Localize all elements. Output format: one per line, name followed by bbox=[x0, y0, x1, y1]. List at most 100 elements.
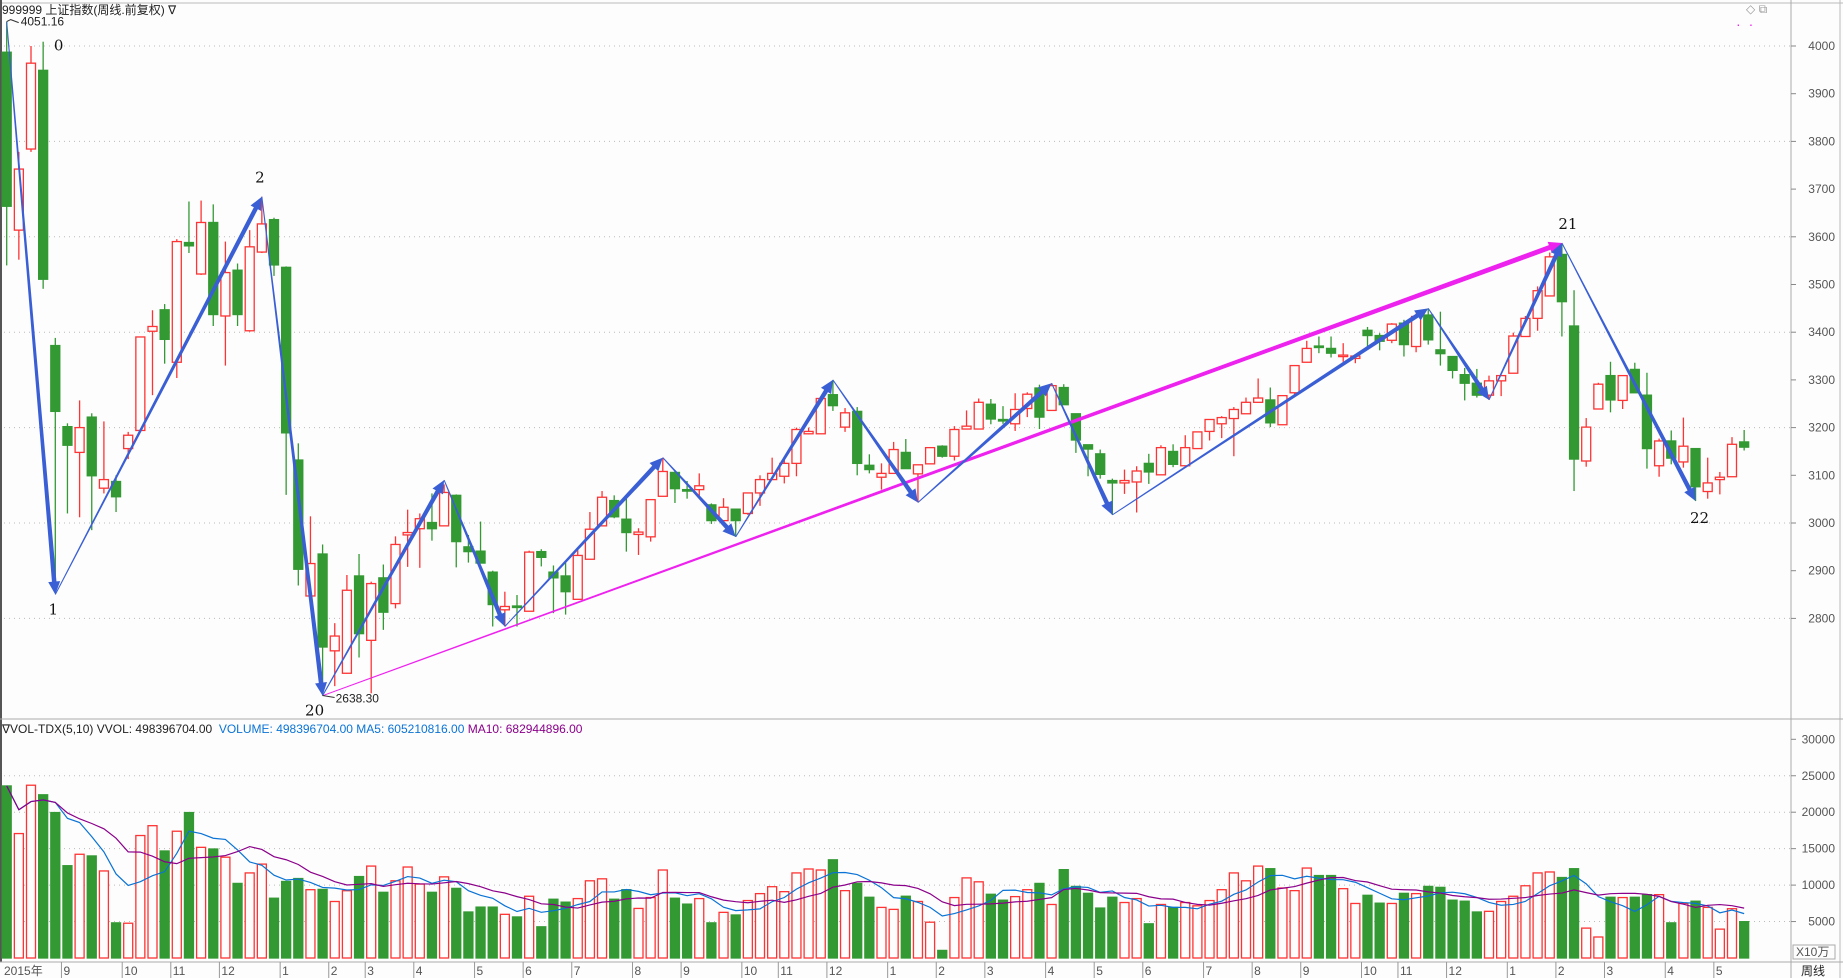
volume-bar-up bbox=[973, 881, 984, 959]
candle-up bbox=[779, 462, 790, 477]
volume-bar-down bbox=[852, 882, 863, 959]
volume-bar-up bbox=[25, 784, 37, 959]
candle-down bbox=[560, 575, 571, 593]
ma5-line bbox=[6, 785, 1745, 917]
candle-up bbox=[135, 336, 146, 432]
volume-bar-up bbox=[1714, 928, 1725, 959]
pivot-label-21: 21 bbox=[1558, 215, 1577, 233]
volume-bar-up bbox=[912, 900, 924, 959]
vvol-value: VVOL: 498396704.00 bbox=[96, 722, 213, 736]
pivot-label-0: 0 bbox=[54, 37, 64, 55]
candle-up bbox=[438, 491, 450, 527]
volume-bar-up bbox=[1046, 903, 1057, 959]
candle-up bbox=[1131, 470, 1142, 483]
volume-indicator-name[interactable]: ∇VOL-TDX(5,10) bbox=[2, 722, 94, 736]
candle-up bbox=[1216, 416, 1227, 425]
candle-up bbox=[1119, 479, 1130, 484]
candle-down bbox=[864, 464, 875, 471]
volume-bar-down bbox=[997, 899, 1009, 959]
volume-bar-down bbox=[293, 877, 304, 959]
price-tick-label: 2800 bbox=[1808, 611, 1835, 625]
volume-bar-down bbox=[159, 850, 170, 959]
candle-down bbox=[1082, 444, 1094, 450]
volume-bar-down bbox=[1605, 896, 1616, 959]
month-label: 1 bbox=[1509, 964, 1516, 978]
volume-bar-down bbox=[1423, 885, 1434, 959]
month-label: 1 bbox=[282, 964, 289, 978]
candle-up bbox=[694, 485, 705, 491]
ma5-value: MA5: 605210816.00 bbox=[356, 722, 465, 736]
candle-down bbox=[38, 69, 49, 280]
volume-bar-down bbox=[548, 898, 559, 959]
header-menu-toggle-icon[interactable]: ∇ bbox=[168, 3, 177, 17]
candle-down bbox=[1605, 374, 1616, 401]
candle-down bbox=[997, 418, 1009, 422]
wave-arrow bbox=[917, 383, 1052, 503]
volume-bar-down bbox=[208, 848, 219, 959]
candle-down bbox=[621, 518, 632, 534]
restore-window-icon[interactable]: ⧉ bbox=[1758, 2, 1768, 16]
month-label: 11 bbox=[780, 964, 793, 978]
month-label: 4 bbox=[416, 964, 423, 978]
price-tick-label: 3200 bbox=[1808, 421, 1835, 435]
candle-down bbox=[159, 309, 170, 341]
volume-bar-up bbox=[1277, 887, 1288, 959]
volume-bar-up bbox=[1532, 872, 1543, 959]
volume-bar-up bbox=[572, 897, 583, 959]
wave-arrow bbox=[261, 196, 327, 696]
volume-value: VOLUME: 498396704.00 bbox=[218, 722, 353, 736]
high-price-label: 4051.16 bbox=[21, 15, 65, 29]
month-label: 7 bbox=[574, 964, 581, 978]
volume-bar-up bbox=[1204, 899, 1215, 959]
volume-bar-down bbox=[183, 811, 195, 959]
volume-bar-down bbox=[1070, 885, 1082, 959]
volume-bar-down bbox=[268, 897, 280, 959]
month-label: 12 bbox=[829, 964, 843, 978]
volume-bar-down bbox=[1265, 868, 1276, 959]
volume-bar-up bbox=[390, 880, 401, 959]
candle-down bbox=[681, 488, 693, 492]
price-tick-label: 2900 bbox=[1808, 564, 1835, 578]
volume-bar-down bbox=[451, 887, 462, 959]
trend-line bbox=[322, 241, 1562, 697]
candle-down bbox=[1362, 329, 1373, 337]
volume-bar-up bbox=[1240, 880, 1252, 959]
wave-arrow bbox=[832, 379, 918, 503]
candle-up bbox=[1617, 374, 1628, 402]
volume-bar-down bbox=[1398, 892, 1410, 959]
candle-up bbox=[1240, 401, 1252, 415]
security-name: 上证指数(周线.前复权) bbox=[45, 3, 165, 17]
volume-bar-down bbox=[1690, 900, 1701, 959]
volume-bar-up bbox=[147, 825, 158, 959]
volume-bars bbox=[1, 784, 1750, 959]
candle-up bbox=[1338, 354, 1349, 358]
volume-bar-down bbox=[1471, 911, 1482, 959]
month-label: 3 bbox=[367, 964, 374, 978]
volume-unit-label: X10万 bbox=[1796, 945, 1829, 959]
volume-bar-down bbox=[681, 903, 693, 959]
candle-down bbox=[62, 425, 73, 446]
wave-arrow bbox=[504, 457, 663, 627]
volume-bar-up bbox=[1702, 906, 1713, 959]
diamond-icon[interactable]: ◇ bbox=[1746, 2, 1756, 16]
candle-down bbox=[1568, 325, 1580, 460]
volume-bar-down bbox=[1325, 874, 1337, 959]
candle-up bbox=[25, 62, 37, 150]
price-tick-label: 3400 bbox=[1808, 325, 1835, 339]
candle-down bbox=[511, 605, 523, 609]
volume-bar-up bbox=[767, 886, 778, 959]
volume-bar-up bbox=[633, 907, 644, 959]
month-label: 2015年 bbox=[4, 964, 43, 978]
volume-bar-up bbox=[524, 895, 535, 959]
volume-bar-up bbox=[1386, 902, 1397, 959]
price-tick-label: 3500 bbox=[1808, 278, 1835, 292]
month-label: 10 bbox=[1364, 964, 1378, 978]
volume-bar-up bbox=[924, 921, 936, 959]
candle-up bbox=[1180, 446, 1191, 467]
month-label: 2 bbox=[938, 964, 945, 978]
volume-bar-up bbox=[1581, 927, 1592, 959]
volume-bar-down bbox=[1666, 922, 1677, 959]
volume-bar-down bbox=[1058, 868, 1069, 959]
